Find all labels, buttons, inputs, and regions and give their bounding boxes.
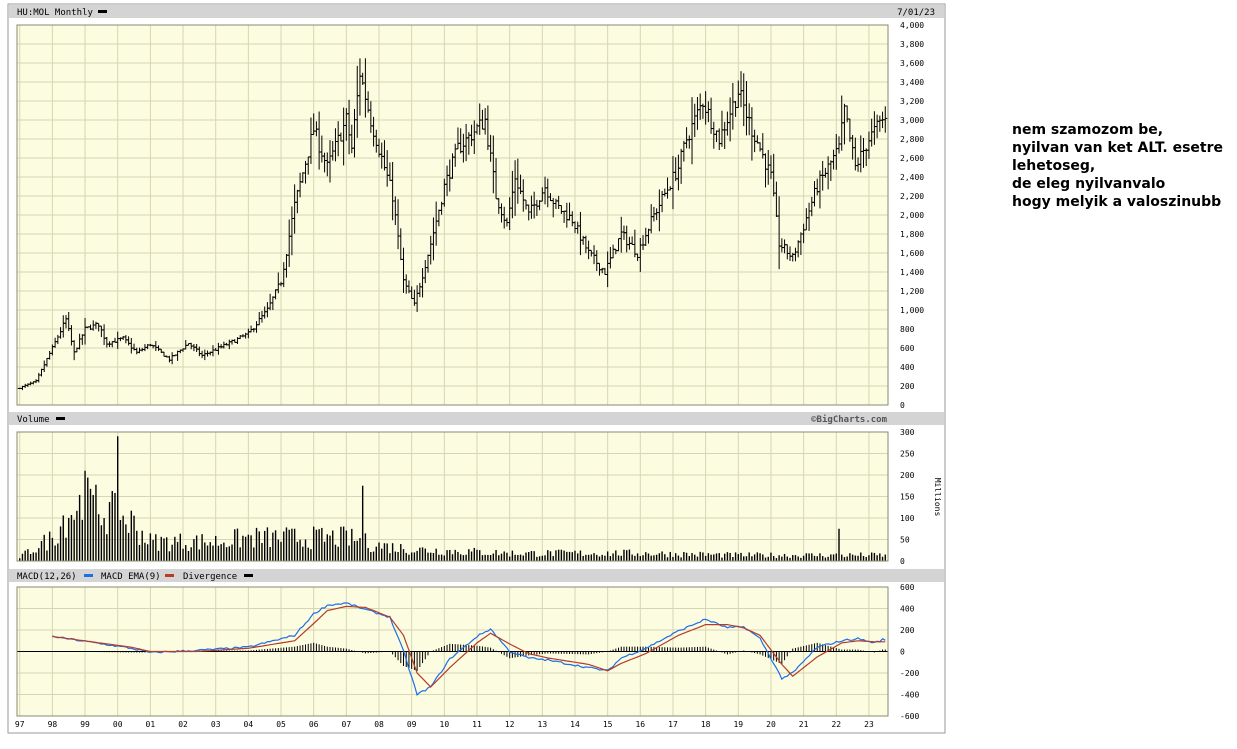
x-tick-label: 20 xyxy=(766,720,776,729)
volume-legend-swatch xyxy=(56,417,65,420)
x-tick-label: 12 xyxy=(505,720,515,729)
axis-labels: 97 98 99 00 01 02 03 04 05 06 07 08 09 10 11 12 13 14 15 16… xyxy=(15,21,924,729)
note-line: nem szamozom be, xyxy=(1012,122,1164,138)
volume-y-tick-label: 50 xyxy=(900,536,910,545)
macd-y-tick-label: -600 xyxy=(900,712,919,721)
x-tick-label: 23 xyxy=(864,720,874,729)
price-bar xyxy=(883,106,888,133)
price-y-tick-label: 3,400 xyxy=(900,78,924,87)
price-y-tick-label: 2,800 xyxy=(900,135,924,144)
macd-legend-swatch xyxy=(84,574,93,577)
macd-y-tick-label: 0 xyxy=(900,648,905,657)
x-tick-label: 16 xyxy=(635,720,645,729)
price-header-bar xyxy=(9,5,944,18)
x-tick-label: 19 xyxy=(733,720,743,729)
chart-svg: 97 98 99 00 01 02 03 04 05 06 07 08 09 10 11 12 13 14 15 16… xyxy=(7,3,946,734)
x-tick-label: 06 xyxy=(309,720,319,729)
volume-y-tick-label: 200 xyxy=(900,471,915,480)
chart-date: 7/01/23 xyxy=(897,8,935,18)
price-y-tick-label: 2,600 xyxy=(900,154,924,163)
note-line: hogy melyik a valoszinubb xyxy=(1012,194,1222,210)
note-line: de eleg nyilvanvalo xyxy=(1012,176,1166,192)
note-line: lehetoseg, xyxy=(1012,158,1096,174)
x-tick-label: 21 xyxy=(799,720,809,729)
price-y-tick-label: 3,600 xyxy=(900,59,924,68)
x-tick-label: 04 xyxy=(244,720,254,729)
x-tick-label: 17 xyxy=(668,720,678,729)
bigcharts-credit: ©BigCharts.com xyxy=(811,414,887,425)
x-tick-label: 97 xyxy=(15,720,25,729)
macd-y-tick-label: -200 xyxy=(900,669,919,678)
volume-bars xyxy=(19,436,886,561)
macd-y-tick-label: 600 xyxy=(900,583,915,592)
macd-label: MACD(12,26) xyxy=(17,572,77,582)
price-y-tick-label: 3,800 xyxy=(900,40,924,49)
divergence-legend-swatch xyxy=(244,574,253,577)
x-tick-label: 07 xyxy=(342,720,352,729)
price-y-tick-label: 2,400 xyxy=(900,173,924,182)
macd-y-tick-label: 400 xyxy=(900,605,915,614)
volume-y-tick-label: 300 xyxy=(900,428,915,437)
x-tick-label: 11 xyxy=(472,720,482,729)
price-y-tick-label: 600 xyxy=(900,344,915,353)
price-y-tick-label: 1,400 xyxy=(900,268,924,277)
volume-header-bar xyxy=(9,412,944,425)
price-y-tick-label: 400 xyxy=(900,363,915,372)
price-y-tick-label: 800 xyxy=(900,325,915,334)
symbol-label: HU:MOL Monthly xyxy=(17,8,93,18)
signal-legend-swatch xyxy=(165,574,174,577)
x-tick-label: 02 xyxy=(178,720,188,729)
price-y-tick-label: 2,200 xyxy=(900,192,924,201)
macd-y-tick-label: 200 xyxy=(900,626,915,635)
macd-y-tick-label: -400 xyxy=(900,691,919,700)
volume-y-tick-label: 100 xyxy=(900,514,915,523)
price-y-tick-label: 200 xyxy=(900,382,915,391)
x-tick-label: 08 xyxy=(374,720,384,729)
price-y-tick-label: 2,000 xyxy=(900,211,924,220)
x-tick-label: 01 xyxy=(146,720,156,729)
x-tick-label: 99 xyxy=(80,720,90,729)
divergence-label: Divergence xyxy=(183,572,237,582)
x-tick-label: 05 xyxy=(276,720,286,729)
x-tick-label: 10 xyxy=(440,720,450,729)
price-y-tick-label: 1,800 xyxy=(900,230,924,239)
macd-indicator xyxy=(17,602,888,697)
volume-y-tick-label: 150 xyxy=(900,493,915,502)
x-tick-label: 14 xyxy=(570,720,580,729)
annotation-note: nem szamozom be, nyilvan van ket ALT. es… xyxy=(1012,121,1227,211)
price-y-tick-label: 1,000 xyxy=(900,306,924,315)
signal-line xyxy=(52,605,886,688)
x-tick-label: 03 xyxy=(211,720,221,729)
x-tick-label: 13 xyxy=(538,720,548,729)
volume-label: Volume xyxy=(17,415,50,425)
x-tick-label: 15 xyxy=(603,720,613,729)
x-tick-label: 09 xyxy=(407,720,417,729)
macd-header-bar xyxy=(9,569,944,582)
x-tick-label: 18 xyxy=(701,720,711,729)
macd-ema-label: MACD EMA(9) xyxy=(101,572,161,582)
price-y-tick-label: 4,000 xyxy=(900,21,924,30)
price-ohlc-bars xyxy=(17,58,888,391)
volume-axis-title: Millions xyxy=(933,478,942,517)
bigcharts-chart: 97 98 99 00 01 02 03 04 05 06 07 08 09 10 11 12 13 14 15 16… xyxy=(7,3,946,734)
x-tick-label: 22 xyxy=(831,720,841,729)
price-legend-swatch xyxy=(98,10,107,13)
x-tick-label: 00 xyxy=(113,720,123,729)
x-tick-label: 98 xyxy=(48,720,58,729)
price-y-tick-label: 0 xyxy=(900,401,905,410)
note-line: nyilvan van ket ALT. esetre xyxy=(1012,140,1223,156)
price-y-tick-label: 3,200 xyxy=(900,97,924,106)
price-y-tick-label: 1,600 xyxy=(900,249,924,258)
price-y-tick-label: 3,000 xyxy=(900,116,924,125)
volume-y-tick-label: 0 xyxy=(900,557,905,566)
price-y-tick-label: 1,200 xyxy=(900,287,924,296)
volume-y-tick-label: 250 xyxy=(900,450,915,459)
